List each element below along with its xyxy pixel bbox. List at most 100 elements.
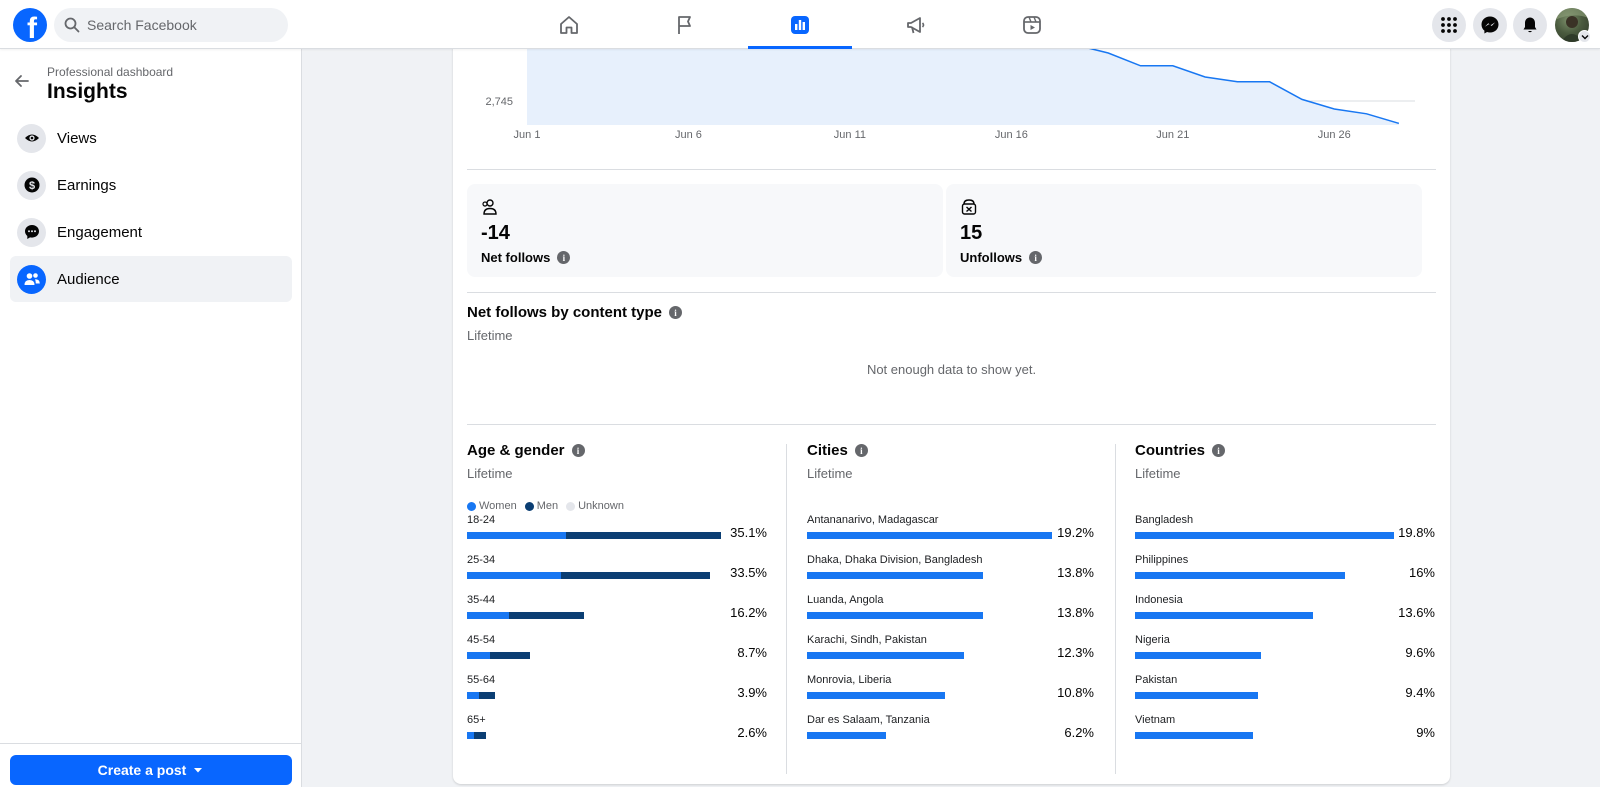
grid-menu-icon bbox=[1441, 17, 1457, 33]
bar-segment-women bbox=[467, 532, 567, 539]
bar-fill bbox=[1135, 652, 1261, 659]
facebook-logo-icon[interactable]: f bbox=[13, 8, 47, 42]
bell-icon bbox=[1523, 17, 1537, 33]
info-icon[interactable]: i bbox=[1212, 444, 1226, 457]
row-percent: 33.5% bbox=[730, 565, 767, 580]
row-bar bbox=[1135, 572, 1345, 579]
create-post-button[interactable]: Create a post bbox=[10, 755, 292, 785]
row-percent: 19.8% bbox=[1398, 525, 1435, 540]
unfollows-value: 15 bbox=[960, 222, 983, 244]
bar-segment-men bbox=[560, 572, 710, 579]
search-icon bbox=[64, 17, 80, 33]
bar-fill bbox=[1135, 692, 1259, 699]
menu-grid-button[interactable] bbox=[1432, 8, 1466, 42]
net-follows-card: -14 Net follows i bbox=[467, 184, 943, 277]
row-bar bbox=[467, 572, 710, 579]
people-icon bbox=[17, 264, 46, 294]
sidebar-item-label: Audience bbox=[57, 270, 120, 288]
info-icon[interactable]: i bbox=[854, 444, 868, 457]
net-follows-label-row: Net follows i bbox=[481, 250, 571, 265]
sidebar-item-engagement[interactable]: Engagement bbox=[10, 209, 292, 255]
empty-state-message: Not enough data to show yet. bbox=[866, 362, 1037, 377]
row-bar bbox=[467, 612, 585, 619]
messenger-icon bbox=[1481, 16, 1499, 34]
comment-icon bbox=[17, 217, 46, 247]
chart-series-line bbox=[999, 40, 1400, 125]
sidebar-item-label: Engagement bbox=[57, 223, 143, 241]
sidebar-item-audience[interactable]: Audience bbox=[10, 256, 292, 302]
row-bar bbox=[1135, 692, 1259, 699]
bar-fill bbox=[807, 572, 983, 579]
sidebar-item-views[interactable]: Views bbox=[10, 115, 292, 161]
flag-icon bbox=[678, 15, 691, 34]
column-divider bbox=[1115, 444, 1116, 774]
chevron-down-icon[interactable] bbox=[1578, 30, 1591, 43]
row-bar bbox=[467, 692, 496, 699]
row-label: Nigeria bbox=[1135, 634, 1170, 646]
cities-period: Lifetime bbox=[807, 466, 853, 481]
back-arrow-icon[interactable] bbox=[12, 71, 32, 91]
create-post-label: Create a post bbox=[97, 762, 187, 778]
net-follows-value: -14 bbox=[481, 222, 510, 244]
notifications-button[interactable] bbox=[1513, 8, 1547, 42]
nav-tab-pages[interactable] bbox=[633, 0, 737, 49]
search-box[interactable] bbox=[54, 8, 288, 42]
row-bar bbox=[467, 732, 486, 739]
bar-segment-women bbox=[467, 692, 479, 699]
bar-fill bbox=[807, 652, 964, 659]
legend-item-unknown: Unknown bbox=[566, 500, 624, 512]
row-label: Pakistan bbox=[1135, 674, 1178, 686]
row-percent: 16.2% bbox=[730, 605, 767, 620]
nav-tab-insights[interactable] bbox=[748, 0, 852, 49]
row-bar bbox=[1135, 732, 1253, 739]
megaphone-icon bbox=[907, 16, 925, 33]
bar-segment-women bbox=[467, 732, 475, 739]
eye-icon bbox=[17, 123, 46, 153]
countries-period: Lifetime bbox=[1135, 466, 1181, 481]
bar-segment-men bbox=[566, 532, 722, 539]
row-label: Dhaka, Dhaka Division, Bangladesh bbox=[807, 554, 983, 566]
reels-icon bbox=[1023, 15, 1041, 34]
bar-fill bbox=[807, 692, 945, 699]
bar-fill bbox=[1135, 732, 1253, 739]
info-icon[interactable]: i bbox=[669, 306, 683, 319]
sidebar-item-label: Earnings bbox=[57, 176, 117, 194]
x-tick-label: Jun 11 bbox=[834, 129, 866, 141]
sidebar-item-earnings[interactable]: $ Earnings bbox=[10, 162, 292, 208]
row-percent: 8.7% bbox=[737, 645, 767, 660]
caret-down-icon bbox=[194, 768, 203, 773]
bar-segment-men bbox=[490, 652, 531, 659]
row-label: 55-64 bbox=[467, 674, 496, 686]
search-input[interactable] bbox=[87, 17, 277, 33]
nav-tab-home[interactable] bbox=[517, 0, 621, 49]
x-tick-label: Jun 26 bbox=[1318, 129, 1351, 141]
net-follows-label: Net follows bbox=[481, 250, 551, 265]
bar-segment-men bbox=[478, 692, 496, 699]
chart-area-fill bbox=[527, 40, 1399, 125]
row-bar bbox=[467, 652, 531, 659]
x-tick-label: Jun 1 bbox=[514, 129, 541, 141]
bar-segment-men bbox=[474, 732, 486, 739]
sidebar-item-label: Views bbox=[57, 129, 97, 147]
nav-tab-reels[interactable] bbox=[980, 0, 1084, 49]
row-bar bbox=[807, 532, 1052, 539]
info-icon[interactable]: i bbox=[571, 444, 585, 457]
row-label: Philippines bbox=[1135, 554, 1189, 566]
info-icon[interactable]: i bbox=[557, 251, 571, 264]
cities-title-row: Cities i bbox=[807, 442, 868, 459]
countries-title-row: Countries i bbox=[1135, 442, 1226, 459]
people-outline-icon bbox=[482, 199, 497, 215]
bar-fill bbox=[807, 532, 1052, 539]
age-gender-title: Age & gender bbox=[467, 442, 565, 459]
unfollows-label: Unfollows bbox=[960, 250, 1023, 265]
x-tick-label: Jun 21 bbox=[1156, 129, 1189, 141]
info-icon[interactable]: i bbox=[1029, 251, 1043, 264]
age-gender-legend: Women Men Unknown bbox=[467, 500, 632, 512]
row-percent: 2.6% bbox=[737, 725, 767, 740]
messenger-button[interactable] bbox=[1473, 8, 1507, 42]
row-label: Bangladesh bbox=[1135, 514, 1194, 526]
x-tick-label: Jun 6 bbox=[675, 129, 702, 141]
row-label: Monrovia, Liberia bbox=[807, 674, 892, 686]
nav-tab-ads[interactable] bbox=[864, 0, 968, 49]
